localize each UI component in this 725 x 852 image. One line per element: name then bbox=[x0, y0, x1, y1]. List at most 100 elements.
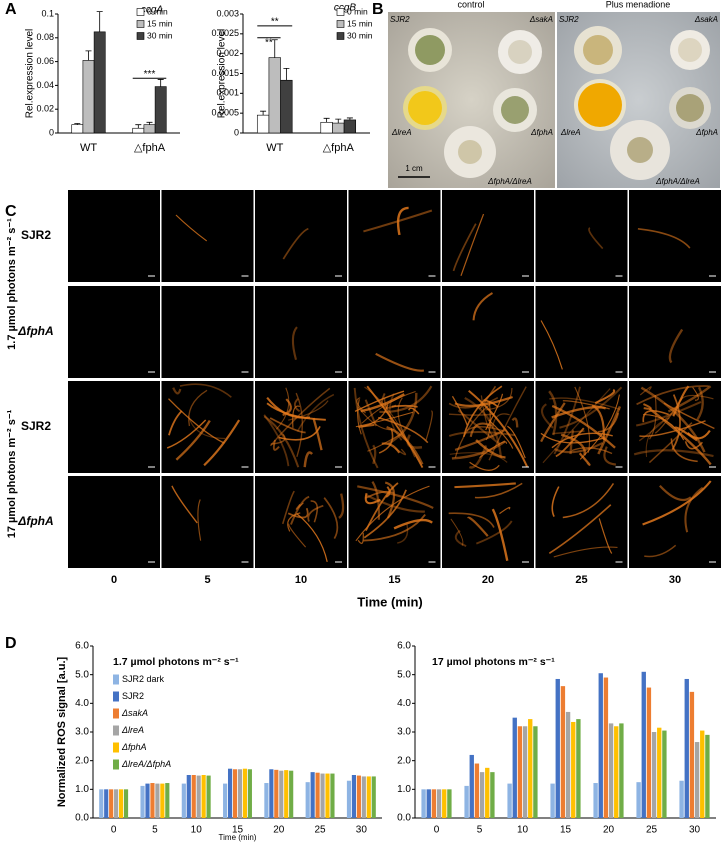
hypha bbox=[281, 490, 295, 525]
error-bar bbox=[157, 79, 164, 87]
hypha bbox=[499, 506, 511, 515]
colony-center bbox=[627, 137, 653, 163]
chart-title: ccgB bbox=[334, 3, 357, 14]
bar bbox=[636, 782, 641, 818]
hypha bbox=[353, 387, 379, 469]
colony-center bbox=[501, 96, 529, 124]
bar bbox=[436, 789, 442, 818]
x-tick-label: 5 bbox=[152, 825, 158, 836]
hypha bbox=[175, 419, 211, 461]
hypha bbox=[448, 413, 495, 416]
row-label: ΔfphA bbox=[17, 324, 53, 338]
hypha bbox=[366, 494, 425, 513]
bar bbox=[555, 678, 560, 818]
hypha bbox=[356, 397, 366, 414]
row-label: SJR2 bbox=[21, 419, 51, 433]
legend-label: 0 min bbox=[347, 6, 368, 16]
chart-title: 17 µmol photons m⁻² s⁻¹ bbox=[432, 656, 555, 668]
micrograph bbox=[161, 381, 254, 473]
panel-c: SJR2 ΔfphA SJR2 ΔfphA 0 5 10 15 20 25 30 Time (min)… bbox=[6, 190, 721, 609]
micrograph bbox=[348, 286, 441, 378]
hypha bbox=[375, 352, 425, 372]
y-tick-label: 2.0 bbox=[397, 755, 411, 766]
hypha bbox=[569, 429, 575, 455]
y-tick-label: 0.02 bbox=[36, 104, 54, 114]
hypha bbox=[338, 493, 345, 519]
hypha bbox=[393, 518, 433, 530]
bar bbox=[679, 780, 684, 818]
bar bbox=[657, 727, 662, 818]
colony-center bbox=[458, 140, 482, 164]
x-tick-label: 30 bbox=[356, 825, 368, 836]
y-tick-label: 1.0 bbox=[75, 784, 89, 795]
bar bbox=[332, 122, 345, 134]
legend-label: ΔlreA/ΔfphA bbox=[121, 759, 171, 769]
hypha bbox=[425, 410, 433, 441]
strain-label: ΔfphA/ΔlreA bbox=[655, 177, 700, 186]
hypha bbox=[378, 416, 429, 444]
hypha bbox=[692, 387, 699, 401]
hypha bbox=[310, 500, 319, 523]
hypha bbox=[648, 422, 693, 464]
bar bbox=[320, 121, 333, 134]
hypha bbox=[671, 394, 681, 450]
bar bbox=[351, 775, 357, 818]
error-bar bbox=[85, 50, 92, 61]
strain-label: ΔsakA bbox=[529, 15, 553, 24]
x-tick-label: 25 bbox=[315, 825, 327, 836]
hypha bbox=[598, 518, 613, 554]
bar bbox=[264, 783, 269, 818]
hypha bbox=[355, 485, 430, 542]
error-bar bbox=[96, 11, 103, 32]
bar bbox=[310, 772, 315, 818]
hypha bbox=[549, 397, 621, 411]
y-tick-label: 3.0 bbox=[397, 727, 411, 738]
column-label: 10 bbox=[295, 574, 307, 586]
bar bbox=[694, 742, 700, 818]
micrograph bbox=[68, 286, 160, 378]
annotation: ** bbox=[271, 17, 279, 28]
panel-label: D bbox=[5, 635, 17, 652]
y-tick-label: 0.0025 bbox=[211, 28, 239, 38]
legend-swatch bbox=[113, 708, 119, 719]
error-bar bbox=[271, 39, 278, 58]
hypha bbox=[684, 486, 704, 533]
hypha bbox=[578, 452, 591, 466]
photo-header: Plus menadione bbox=[606, 0, 671, 9]
bar bbox=[223, 783, 228, 818]
hypha bbox=[380, 393, 397, 409]
x-tick-label: 15 bbox=[232, 825, 244, 836]
y-tick-label: 0.002 bbox=[216, 48, 239, 58]
error-bar bbox=[74, 123, 81, 125]
hypha bbox=[680, 394, 714, 402]
micrograph bbox=[535, 476, 628, 568]
hypha bbox=[457, 409, 501, 445]
column-label: 25 bbox=[575, 574, 587, 586]
hypha bbox=[454, 482, 516, 489]
micrograph bbox=[442, 476, 534, 568]
bar bbox=[533, 726, 538, 818]
hypha bbox=[293, 398, 301, 413]
hypha bbox=[263, 414, 290, 467]
hypha bbox=[483, 399, 499, 408]
strain-label: ΔfphA bbox=[695, 128, 718, 137]
legend-swatch bbox=[336, 8, 345, 16]
hypha bbox=[454, 395, 513, 407]
legend-swatch bbox=[136, 32, 145, 40]
strain-label: SJR2 bbox=[559, 15, 579, 24]
hypha bbox=[269, 417, 306, 434]
hypha bbox=[636, 385, 709, 406]
scale-label: 1 cm bbox=[405, 164, 423, 173]
hypha bbox=[323, 497, 339, 539]
hypha bbox=[366, 385, 424, 469]
hypha bbox=[642, 480, 712, 526]
bar bbox=[160, 783, 165, 818]
hypha bbox=[172, 387, 182, 395]
x-tick-label: 30 bbox=[689, 825, 701, 836]
hypha bbox=[594, 388, 616, 404]
bar bbox=[186, 775, 191, 818]
hypha bbox=[386, 425, 424, 465]
bar bbox=[646, 687, 652, 818]
bar bbox=[705, 734, 710, 818]
hypha bbox=[454, 428, 506, 451]
